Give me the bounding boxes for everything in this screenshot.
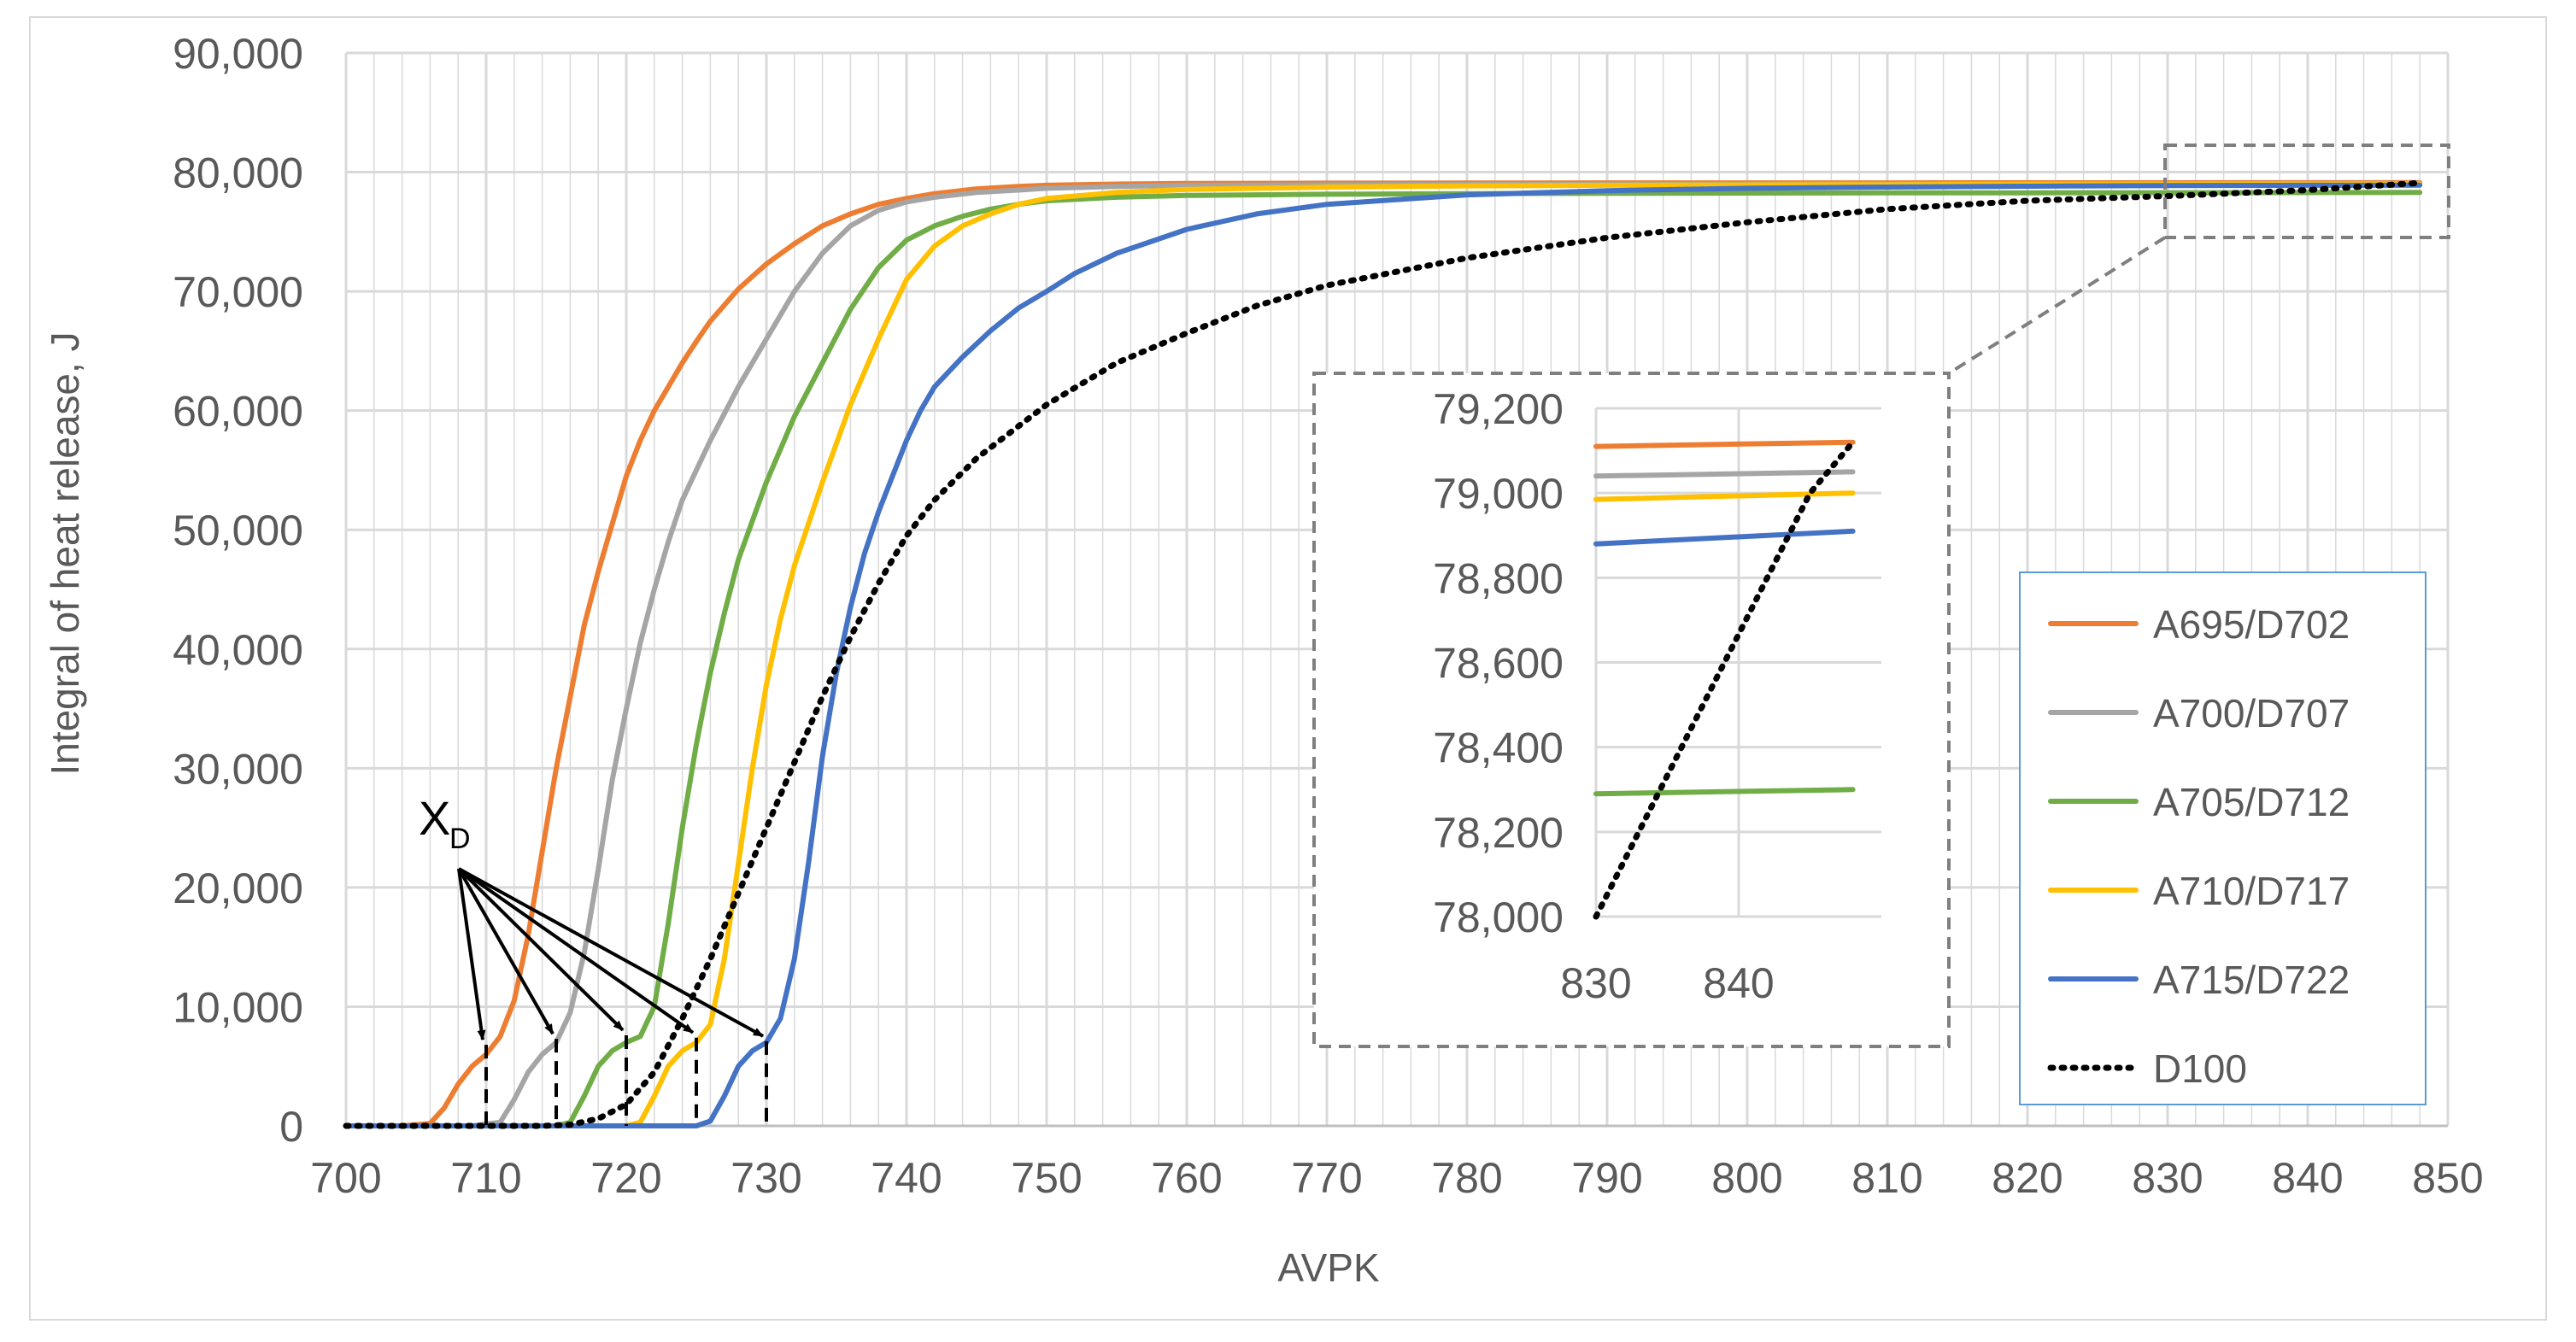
y-tick-label: 50,000 (173, 507, 303, 554)
legend-label-a715-d722: A715/D722 (2153, 958, 2350, 1002)
xd-annotation-group: XD (419, 791, 768, 1126)
inset-series-line-a715-d722 (1593, 528, 1856, 547)
xd-arrow (457, 867, 695, 1034)
inset-series-line-a700-d707 (1593, 469, 1856, 479)
xd-label-subscript: D (449, 823, 471, 855)
x-tick-label: 840 (2272, 1154, 2343, 1202)
y-axis-label: Integral of heat release, J (43, 331, 87, 775)
xd-arrow (457, 868, 486, 1041)
series-line-a710-d717 (343, 181, 2423, 1128)
inset-series-line-a705-d712 (1593, 787, 1856, 797)
inset-y-tick-label: 79,200 (1433, 385, 1564, 433)
xd-arrow (458, 867, 764, 1038)
inset-y-tick-label: 78,800 (1433, 554, 1564, 602)
inset-tick-labels: 78,000 78,200 78,400 78,600 78,800 79,000 79,2… (1433, 385, 1775, 1007)
inset-x-tick-label: 830 (1560, 959, 1631, 1007)
x-tick-label: 750 (1011, 1154, 1082, 1202)
legend-label-a705-d712: A705/D712 (2153, 780, 2350, 824)
inset-x-tick-label: 840 (1703, 959, 1774, 1007)
x-tick-label: 700 (310, 1154, 381, 1202)
legend: A695/D702 A700/D707 A705/D712 A710/D717 A715… (2019, 571, 2426, 1105)
inset-y-tick-label: 78,200 (1433, 809, 1564, 857)
xd-arrow (457, 867, 625, 1032)
x-tick-label: 790 (1571, 1154, 1642, 1202)
inset-frame (1312, 372, 1951, 1048)
y-tick-label: 40,000 (173, 626, 303, 674)
x-tick-label: 740 (871, 1154, 942, 1202)
y-tick-label: 70,000 (173, 268, 303, 316)
x-tick-label: 710 (450, 1154, 521, 1202)
legend-label-a695-d702: A695/D702 (2153, 602, 2350, 647)
inset-series-line-a710-d717 (1593, 490, 1856, 502)
x-axis-label: AVPK (1277, 1245, 1380, 1290)
y-tick-label: 80,000 (173, 149, 303, 197)
xd-arrow (457, 868, 555, 1035)
legend-label-a710-d717: A710/D717 (2153, 869, 2350, 913)
x-tick-label: 820 (1992, 1154, 2063, 1202)
legend-label-d100: D100 (2153, 1046, 2247, 1091)
inset-chart: 78,000 78,200 78,400 78,600 78,800 79,000 79,2… (1312, 144, 2450, 1048)
x-tick-label: 850 (2412, 1154, 2483, 1202)
x-tick-label: 760 (1151, 1154, 1222, 1202)
y-tick-label: 30,000 (173, 745, 303, 793)
legend-box (2019, 571, 2426, 1105)
inset-series-group (1593, 439, 1857, 920)
zoom-connector-line (1947, 236, 2167, 375)
series-line-a715-d722 (343, 182, 2423, 1128)
legend-label-a700-d707: A700/D707 (2153, 691, 2350, 735)
x-tick-label: 780 (1431, 1154, 1502, 1202)
y-tick-label: 60,000 (173, 388, 303, 436)
x-tick-label: 720 (590, 1154, 661, 1202)
series-line-d100 (343, 179, 2423, 1129)
inset-y-tick-label: 78,000 (1433, 894, 1564, 941)
xd-label: X (419, 791, 450, 845)
x-tick-label: 810 (1851, 1154, 1922, 1202)
x-tick-label: 830 (2132, 1154, 2203, 1202)
x-tick-label: 800 (1711, 1154, 1782, 1202)
y-tick-label: 0 (279, 1103, 303, 1151)
x-tick-label: 730 (731, 1154, 801, 1202)
y-tick-label: 10,000 (173, 983, 303, 1031)
inset-y-tick-label: 78,400 (1433, 724, 1564, 772)
main-tick-labels: 700 710 720 730 740 750 760 770 780 790 800 810 820 8… (173, 30, 2484, 1202)
zoom-source-box (2163, 144, 2450, 239)
y-tick-label: 90,000 (173, 30, 303, 78)
y-tick-label: 20,000 (173, 864, 303, 912)
inset-series-line-a695-d702 (1593, 439, 1856, 449)
inset-y-tick-label: 79,000 (1433, 470, 1564, 518)
x-tick-label: 770 (1291, 1154, 1362, 1202)
inset-y-tick-label: 78,600 (1433, 640, 1564, 688)
